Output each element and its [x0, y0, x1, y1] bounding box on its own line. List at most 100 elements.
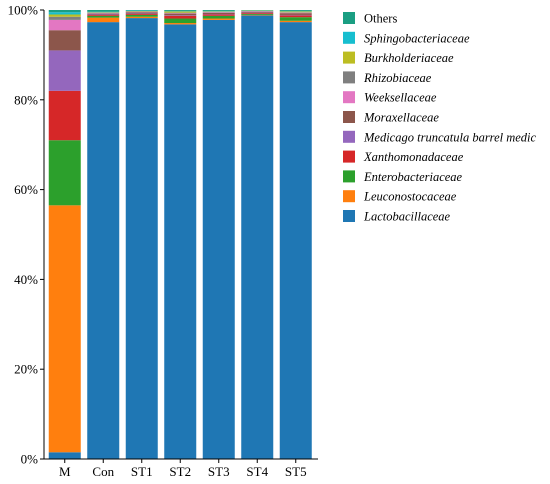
- legend-item-medicago-truncatula-barrel-medic: Medicago truncatula barrel medic: [343, 130, 537, 144]
- bar-segment-st2-burkholderiaceae: [164, 11, 196, 12]
- x-tick-label-st2: ST2: [169, 464, 191, 479]
- bar-segment-st1-lactobacillaceae: [126, 18, 158, 459]
- legend-swatch: [343, 52, 355, 64]
- legend-swatch: [343, 190, 355, 202]
- bar-segment-con-moraxellaceae: [87, 14, 119, 15]
- legend-item-leuconostocaceae: Leuconostocaceae: [343, 190, 457, 204]
- bar-segment-m-enterobacteriaceae: [49, 140, 81, 205]
- bar-segment-st5-lactobacillaceae: [280, 22, 312, 459]
- bar-segment-st1-enterobacteriaceae: [126, 15, 158, 17]
- legend-swatch: [343, 32, 355, 44]
- bar-stack-st4: [241, 10, 273, 459]
- x-tick-label-st3: ST3: [208, 464, 230, 479]
- bar-segment-st3-enterobacteriaceae: [203, 16, 235, 19]
- bar-segment-m-sphingobacteriaceae: [49, 12, 81, 14]
- legend-item-lactobacillaceae: Lactobacillaceae: [343, 210, 451, 224]
- bar-segment-st3-leuconostocaceae: [203, 19, 235, 20]
- legend-swatch: [343, 210, 355, 222]
- legend-item-moraxellaceae: Moraxellaceae: [343, 111, 439, 125]
- bar-segment-st5-burkholderiaceae: [280, 11, 312, 12]
- y-tick-label: 100%: [8, 3, 39, 18]
- bars-layer: [49, 10, 312, 459]
- legend-label: Weeksellaceae: [364, 91, 437, 105]
- legend-swatch: [343, 12, 355, 24]
- x-tick-label-st4: ST4: [246, 464, 268, 479]
- bar-segment-m-weeksellaceae: [49, 20, 81, 30]
- legend-swatch: [343, 131, 355, 143]
- legend-label: Rhizobiaceae: [363, 71, 432, 85]
- legend-label: Burkholderiaceae: [364, 51, 454, 65]
- legend-label: Enterobacteriaceae: [363, 170, 463, 184]
- bar-segment-st1-leuconostocaceae: [126, 17, 158, 18]
- y-tick-label: 20%: [14, 362, 38, 377]
- bar-stack-st5: [280, 10, 312, 459]
- bar-segment-st2-moraxellaceae: [164, 14, 196, 16]
- bar-segment-st5-moraxellaceae: [280, 13, 312, 15]
- legend-item-weeksellaceae: Weeksellaceae: [343, 91, 437, 105]
- bar-segment-st5-leuconostocaceae: [280, 21, 312, 22]
- bar-segment-st3-lactobacillaceae: [203, 20, 235, 459]
- bar-stack-con: [87, 10, 119, 459]
- bar-segment-st2-enterobacteriaceae: [164, 19, 196, 23]
- bar-segment-st1-moraxellaceae: [126, 12, 158, 13]
- legend-swatch: [343, 91, 355, 103]
- bar-segment-m-burkholderiaceae: [49, 14, 81, 16]
- bar-segment-st2-lactobacillaceae: [164, 24, 196, 459]
- x-tick-label-st5: ST5: [285, 464, 307, 479]
- bar-segment-m-rhizobiaceae: [49, 17, 81, 20]
- legend-label: Sphingobacteriaceae: [364, 31, 470, 45]
- legend-label: Medicago truncatula barrel medic: [363, 130, 537, 144]
- bar-segment-con-others: [87, 10, 119, 12]
- y-tick-label: 0%: [21, 452, 39, 467]
- legend-swatch: [343, 170, 355, 182]
- x-tick-label-st1: ST1: [131, 464, 153, 479]
- y-tick-label: 40%: [14, 272, 38, 287]
- bar-segment-st2-xanthomonadaceae: [164, 16, 196, 19]
- bar-segment-con-lactobacillaceae: [87, 22, 119, 459]
- bar-stack-st1: [126, 10, 158, 459]
- bar-segment-m-medicago-truncatula-barrel-medic: [49, 50, 81, 90]
- bar-segment-st3-others: [203, 10, 235, 11]
- bar-segment-st5-others: [280, 10, 312, 11]
- bar-segment-st2-others: [164, 10, 196, 11]
- legend-swatch: [343, 71, 355, 83]
- legend-item-enterobacteriaceae: Enterobacteriaceae: [343, 170, 463, 184]
- y-tick-label: 80%: [14, 92, 38, 107]
- bar-segment-st4-xanthomonadaceae: [241, 13, 273, 14]
- bar-segment-st2-leuconostocaceae: [164, 23, 196, 24]
- bar-segment-m-xanthomonadaceae: [49, 91, 81, 140]
- legend-label: Moraxellaceae: [363, 111, 439, 125]
- bar-segment-con-enterobacteriaceae: [87, 16, 119, 18]
- bar-segment-m-others: [49, 10, 81, 12]
- legend-label: Others: [364, 12, 397, 26]
- bar-segment-con-leuconostocaceae: [87, 18, 119, 22]
- bar-stack-m: [49, 10, 81, 459]
- legend-item-rhizobiaceae: Rhizobiaceae: [343, 71, 432, 85]
- legend-label: Leuconostocaceae: [363, 190, 457, 204]
- legend-item-sphingobacteriaceae: Sphingobacteriaceae: [343, 31, 470, 45]
- legend: Others Sphingobacteriaceae Burkholderiacea…: [343, 12, 537, 224]
- y-tick-label: 60%: [14, 182, 38, 197]
- legend-swatch: [343, 151, 355, 163]
- bar-segment-con-xanthomonadaceae: [87, 15, 119, 16]
- x-tick-label-con: Con: [92, 464, 114, 479]
- bar-stack-st3: [203, 10, 235, 459]
- bar-stack-st2: [164, 10, 196, 459]
- bar-segment-st5-xanthomonadaceae: [280, 15, 312, 17]
- legend-item-others: Others: [343, 12, 397, 26]
- bar-segment-st4-enterobacteriaceae: [241, 14, 273, 15]
- legend-label: Xanthomonadaceae: [363, 150, 464, 164]
- bar-segment-st4-moraxellaceae: [241, 12, 273, 13]
- bar-segment-st1-xanthomonadaceae: [126, 14, 158, 15]
- bar-segment-st3-moraxellaceae: [203, 13, 235, 14]
- bar-segment-st5-enterobacteriaceae: [280, 17, 312, 21]
- x-tick-label-m: M: [59, 464, 71, 479]
- legend-item-xanthomonadaceae: Xanthomonadaceae: [343, 150, 464, 164]
- legend-swatch: [343, 111, 355, 123]
- bar-segment-m-moraxellaceae: [49, 30, 81, 50]
- legend-label: Lactobacillaceae: [363, 210, 451, 224]
- bar-segment-m-leuconostocaceae: [49, 205, 81, 452]
- bar-segment-st3-xanthomonadaceae: [203, 14, 235, 15]
- bar-segment-st4-lactobacillaceae: [241, 15, 273, 459]
